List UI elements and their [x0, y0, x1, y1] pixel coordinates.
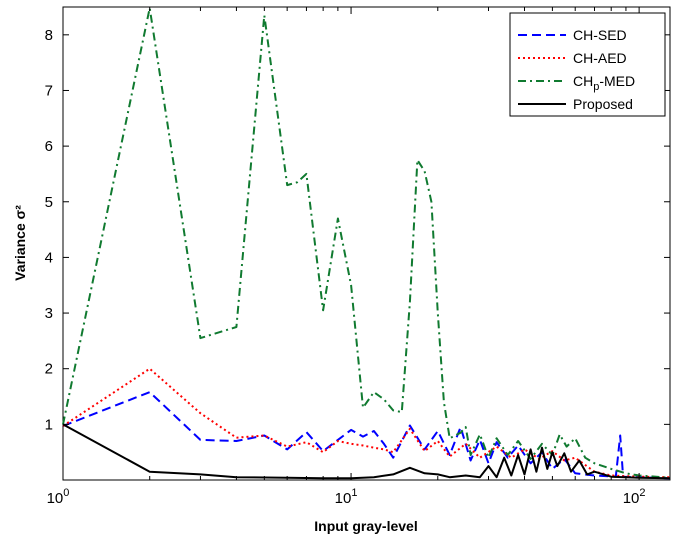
y-tick-label: 5	[45, 194, 53, 211]
series-layer	[62, 7, 671, 480]
legend-label-4: Proposed	[573, 96, 633, 112]
x-tick-label: 101	[335, 487, 358, 507]
legend: CH-SED CH-AED CHp-MED Proposed	[509, 12, 666, 117]
y-tick-label: 8	[45, 27, 53, 44]
legend-label-1: CH-SED	[573, 27, 627, 43]
series-line-4	[62, 423, 671, 480]
x-axis-title: Input gray-level	[314, 518, 417, 534]
ticks-layer	[62, 7, 670, 480]
y-axis-title: Variance σ²	[12, 205, 28, 281]
y-tick-label: 7	[45, 82, 53, 99]
series-line-1	[62, 391, 671, 480]
series-line-2	[62, 367, 671, 479]
x-tick-label: 100	[47, 487, 70, 507]
y-tick-label: 6	[45, 138, 53, 155]
series-line-3	[62, 7, 671, 479]
y-tick-label: 4	[45, 249, 53, 266]
legend-label-3: CHp-MED	[573, 73, 635, 93]
x-tick-label: 102	[623, 487, 646, 507]
legend-label-2: CH-AED	[573, 50, 627, 66]
y-tick-label: 3	[45, 305, 53, 322]
tick-labels-layer: 1 2 3 4 5 6 7 8 100 101 102	[45, 27, 646, 507]
y-tick-label: 1	[45, 416, 53, 433]
y-tick-label: 2	[45, 361, 53, 378]
legend-box	[509, 12, 666, 117]
